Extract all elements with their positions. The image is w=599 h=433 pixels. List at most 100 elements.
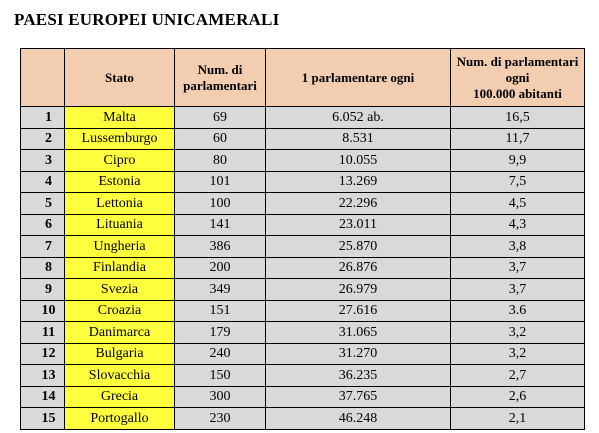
row-per-100k: 3,7 [450,256,585,279]
row-ogni: 22.296 [265,192,451,215]
row-index: 15 [20,407,65,430]
row-ogni: 36.235 [265,364,451,387]
row-stato: Bulgaria [64,342,175,365]
row-index: 11 [20,321,65,344]
row-per-100k: 3,2 [450,321,585,344]
table-row: 14 Grecia 300 37.765 2,6 [20,385,585,408]
row-num-parlamentari: 179 [174,321,266,344]
row-index: 14 [20,385,65,408]
row-num-parlamentari: 240 [174,342,266,365]
table-row: 5 Lettonia 100 22.296 4,5 [20,192,585,215]
row-stato: Croazia [64,299,175,322]
table-row: 2 Lussemburgo 60 8.531 11,7 [20,127,585,150]
row-num-parlamentari: 141 [174,213,266,236]
row-per-100k: 9,9 [450,149,585,172]
row-index: 9 [20,278,65,301]
row-num-parlamentari: 151 [174,299,266,322]
header-index [20,48,65,107]
row-stato: Lituania [64,213,175,236]
header-ogni: 1 parlamentare ogni [265,48,451,107]
row-per-100k: 2,7 [450,364,585,387]
row-stato: Svezia [64,278,175,301]
row-stato: Estonia [64,170,175,193]
row-index: 5 [20,192,65,215]
table-row: 15 Portogallo 230 46.248 2,1 [20,407,585,430]
row-ogni: 26.876 [265,256,451,279]
row-ogni: 23.011 [265,213,451,236]
row-index: 8 [20,256,65,279]
row-ogni: 8.531 [265,127,451,150]
row-num-parlamentari: 200 [174,256,266,279]
row-per-100k: 2,6 [450,385,585,408]
row-index: 6 [20,213,65,236]
table-row: 10 Croazia 151 27.616 3.6 [20,299,585,322]
row-index: 12 [20,342,65,365]
table-row: 3 Cipro 80 10.055 9,9 [20,149,585,172]
header-per100k-line2: ogni [505,69,530,85]
header-per100k-line3: 100.000 abitanti [473,85,562,101]
row-per-100k: 11,7 [450,127,585,150]
header-num-line2: parlamentari [183,77,257,93]
row-ogni: 6.052 ab. [265,106,451,129]
header-per-100k: Num. di parlamentari ogni 100.000 abitan… [450,48,585,107]
table-row: 4 Estonia 101 13.269 7,5 [20,170,585,193]
row-stato: Portogallo [64,407,175,430]
row-stato: Cipro [64,149,175,172]
row-ogni: 46.248 [265,407,451,430]
table-header-row: Stato Num. di parlamentari 1 parlamentar… [20,48,585,107]
row-per-100k: 3.6 [450,299,585,322]
row-stato: Finlandia [64,256,175,279]
row-index: 4 [20,170,65,193]
table-row: 8 Finlandia 200 26.876 3,7 [20,256,585,279]
row-per-100k: 3,7 [450,278,585,301]
row-per-100k: 16,5 [450,106,585,129]
table-row: 9 Svezia 349 26.979 3,7 [20,278,585,301]
row-per-100k: 4,5 [450,192,585,215]
row-ogni: 27.616 [265,299,451,322]
row-num-parlamentari: 386 [174,235,266,258]
row-ogni: 10.055 [265,149,451,172]
row-per-100k: 4,3 [450,213,585,236]
row-num-parlamentari: 150 [174,364,266,387]
table-row: 7 Ungheria 386 25.870 3,8 [20,235,585,258]
row-stato: Danimarca [64,321,175,344]
table-row: 12 Bulgaria 240 31.270 3,2 [20,342,585,365]
row-per-100k: 7,5 [450,170,585,193]
header-num-line1: Num. di [197,61,243,77]
row-index: 2 [20,127,65,150]
row-index: 7 [20,235,65,258]
row-index: 13 [20,364,65,387]
row-index: 10 [20,299,65,322]
row-ogni: 31.065 [265,321,451,344]
header-num-parlamentari: Num. di parlamentari [174,48,266,107]
table-row: 6 Lituania 141 23.011 4,3 [20,213,585,236]
header-stato: Stato [64,48,175,107]
row-index: 1 [20,106,65,129]
table-row: 11 Danimarca 179 31.065 3,2 [20,321,585,344]
row-num-parlamentari: 300 [174,385,266,408]
page-title: PAESI EUROPEI UNICAMERALI [14,10,280,29]
row-num-parlamentari: 349 [174,278,266,301]
row-index: 3 [20,149,65,172]
row-num-parlamentari: 230 [174,407,266,430]
row-ogni: 26.979 [265,278,451,301]
row-num-parlamentari: 60 [174,127,266,150]
row-num-parlamentari: 80 [174,149,266,172]
row-stato: Lussemburgo [64,127,175,150]
table-row: 1 Malta 69 6.052 ab. 16,5 [20,106,585,129]
row-ogni: 13.269 [265,170,451,193]
row-num-parlamentari: 69 [174,106,266,129]
row-stato: Ungheria [64,235,175,258]
row-ogni: 37.765 [265,385,451,408]
row-per-100k: 3,2 [450,342,585,365]
row-per-100k: 2,1 [450,407,585,430]
table-row: 13 Slovacchia 150 36.235 2,7 [20,364,585,387]
header-per100k-line1: Num. di parlamentari [456,53,579,69]
unicameral-countries-table: Stato Num. di parlamentari 1 parlamentar… [20,48,585,430]
row-num-parlamentari: 100 [174,192,266,215]
row-ogni: 31.270 [265,342,451,365]
row-stato: Lettonia [64,192,175,215]
row-per-100k: 3,8 [450,235,585,258]
row-stato: Slovacchia [64,364,175,387]
row-num-parlamentari: 101 [174,170,266,193]
